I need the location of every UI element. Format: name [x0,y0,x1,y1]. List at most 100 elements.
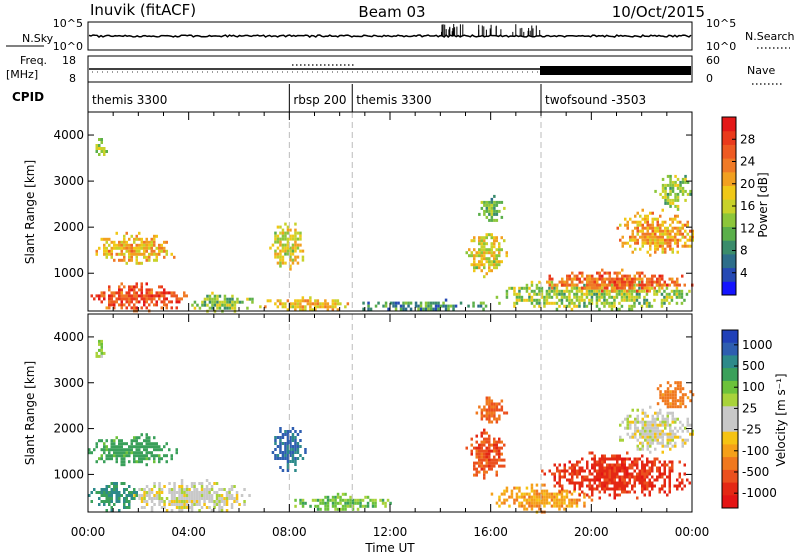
colorbar-swatch [722,330,738,344]
range-cell [233,497,236,500]
range-cell [555,295,559,299]
range-cell [606,271,609,275]
range-cell [639,420,642,424]
range-cell [155,491,159,494]
range-cell [568,298,571,302]
range-cell [676,204,680,208]
range-cell [281,436,285,439]
range-cell [563,507,566,511]
range-cell [588,298,591,302]
range-cell [346,302,350,306]
range-cell [646,447,649,451]
range-cell [495,417,499,421]
range-cell [661,429,664,433]
range-cell [611,463,614,467]
range-cell [673,292,676,296]
range-cell [133,237,136,241]
range-cell [143,457,146,461]
range-cell [218,509,221,512]
range-cell [664,393,667,397]
range-cell [563,289,566,293]
range-cell [228,494,231,497]
range-cell [208,300,212,304]
range-cell [105,457,108,461]
range-cell [286,240,290,244]
range-cell [324,504,327,508]
range-cell [573,463,576,467]
range-cell [125,231,128,235]
scatter-region [490,483,594,514]
range-cell [490,242,493,246]
range-cell [444,307,448,311]
range-cell [488,233,491,237]
range-cell [133,494,136,497]
range-cell [600,286,604,290]
range-cell [675,286,679,290]
range-cell [289,436,292,439]
range-cell [636,232,639,236]
range-cell [578,472,581,476]
range-cell [367,304,370,308]
range-cell [643,301,646,305]
range-cell [565,286,569,290]
range-cell [576,274,579,278]
range-cell [138,497,141,500]
range-cell [615,295,619,299]
range-cell [135,442,138,446]
range-cell [118,439,121,443]
range-cell [644,423,647,427]
range-cell [306,299,310,303]
range-cell [669,174,672,178]
range-cell [513,498,516,502]
range-cell [304,501,307,505]
range-cell [618,301,621,305]
range-cell [246,297,249,301]
range-cell [163,294,166,298]
range-cell [140,306,143,310]
range-cell [135,460,138,464]
range-cell [120,291,123,295]
range-cell [289,445,292,448]
range-cell [125,454,128,458]
range-cell [286,439,290,442]
range-cell [289,246,292,250]
range-cell [279,445,282,448]
range-cell [686,429,689,433]
range-cell [336,302,340,306]
range-cell [291,457,295,460]
range-cell [679,381,682,385]
range-cell [634,214,637,218]
range-cell [485,470,488,474]
range-cell [601,487,604,491]
range-cell [596,478,599,482]
range-cell [475,263,478,267]
range-cell [595,298,599,302]
range-cell [135,451,138,455]
range-cell [173,488,176,491]
range-cell [493,266,496,270]
range-cell [143,488,146,491]
range-cell [623,277,626,281]
range-cell [639,229,642,233]
range-cell [98,491,101,494]
range-cell [583,283,586,287]
range-cell [150,454,153,458]
range-cell [568,501,571,505]
range-cell [100,342,103,346]
range-cell [643,295,646,299]
range-cell [314,299,317,303]
range-cell [645,301,649,305]
range-cell [634,435,637,439]
range-cell [203,488,206,491]
range-cell [606,286,609,290]
range-cell [478,254,481,258]
range-cell [123,237,126,241]
range-cell [215,491,219,494]
range-cell [503,411,506,415]
scatter-region [95,138,108,156]
range-cell [616,460,619,464]
range-cell [641,244,644,248]
range-cell [598,466,601,470]
range-cell [575,298,579,302]
range-cell [468,248,471,252]
